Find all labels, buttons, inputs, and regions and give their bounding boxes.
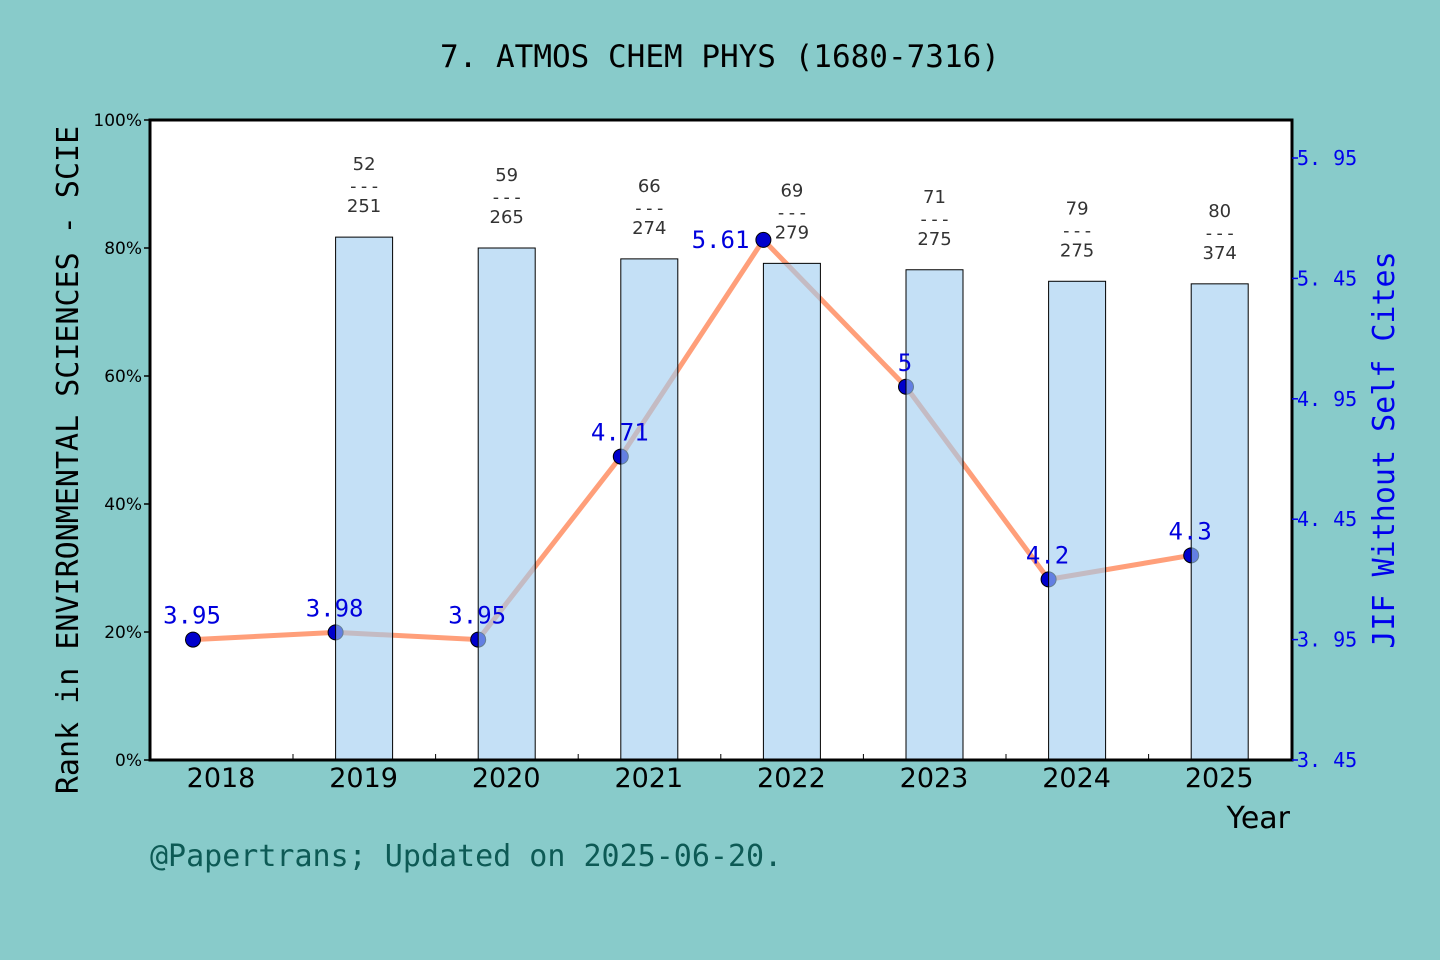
rank-divider: --- bbox=[1203, 223, 1236, 244]
jif-point bbox=[755, 231, 772, 248]
rank-divider: --- bbox=[776, 202, 809, 223]
x-tick-label: 2023 bbox=[900, 763, 969, 794]
rank-bar bbox=[1190, 283, 1249, 761]
x-axis-label: Year bbox=[1225, 801, 1290, 836]
right-tick-label: 4. 45 bbox=[1297, 507, 1357, 531]
left-tick-label: 20% bbox=[104, 623, 142, 643]
rank-divider: --- bbox=[490, 187, 523, 208]
plot-area bbox=[150, 120, 1292, 760]
left-tick-label: 60% bbox=[104, 367, 142, 387]
rank-numerator: 79 bbox=[1066, 198, 1089, 219]
left-tick-label: 0% bbox=[115, 751, 142, 771]
right-tick-label: 5. 95 bbox=[1297, 146, 1357, 170]
jif-value-label: 4.3 bbox=[1169, 517, 1212, 545]
rank-numerator: 66 bbox=[638, 176, 661, 197]
rank-numerator: 59 bbox=[495, 165, 518, 186]
rank-bar bbox=[620, 258, 679, 761]
chart-title: 7. ATMOS CHEM PHYS (1680-7316) bbox=[440, 39, 1000, 75]
jif-value-label: 3.95 bbox=[163, 602, 221, 630]
left-tick-label: 40% bbox=[104, 495, 142, 515]
rank-denominator: 275 bbox=[917, 229, 951, 250]
rank-denominator: 265 bbox=[490, 207, 524, 228]
y-axis-left-label: Rank in ENVIRONMENTAL SCIENCES - SCIE bbox=[51, 126, 86, 794]
jif-value-label: 3.98 bbox=[306, 594, 364, 622]
rank-bar bbox=[905, 269, 964, 761]
rank-numerator: 71 bbox=[923, 187, 946, 208]
rank-numerator: 52 bbox=[353, 154, 376, 175]
rank-divider: --- bbox=[348, 176, 381, 197]
rank-bar bbox=[335, 236, 394, 761]
jif-value-label: 4.2 bbox=[1026, 541, 1069, 569]
rank-denominator: 279 bbox=[775, 222, 809, 243]
y-axis-right-label: JIF Without Self Cites bbox=[1367, 251, 1402, 648]
x-tick-label: 2018 bbox=[187, 763, 256, 794]
right-tick-label: 3. 95 bbox=[1297, 628, 1357, 652]
rank-numerator: 80 bbox=[1208, 201, 1231, 222]
left-tick-label: 100% bbox=[93, 111, 142, 131]
rank-denominator: 275 bbox=[1060, 240, 1094, 261]
x-tick-label: 2022 bbox=[757, 763, 826, 794]
rank-divider: --- bbox=[918, 209, 951, 230]
jif-value-label: 5.61 bbox=[692, 226, 750, 254]
jif-value-label: 4.71 bbox=[591, 419, 649, 447]
rank-bar bbox=[762, 262, 821, 761]
rank-numerator: 69 bbox=[780, 180, 803, 201]
x-tick-label: 2025 bbox=[1185, 763, 1254, 794]
left-tick-label: 80% bbox=[104, 239, 142, 259]
rank-denominator: 274 bbox=[632, 218, 666, 239]
rank-bar bbox=[477, 247, 536, 761]
footer-credit: @Papertrans; Updated on 2025-06-20. bbox=[150, 839, 782, 874]
rank-denominator: 374 bbox=[1203, 243, 1237, 264]
jif-value-label: 3.95 bbox=[448, 602, 506, 630]
x-tick-label: 2021 bbox=[614, 763, 683, 794]
right-tick-label: 3. 45 bbox=[1297, 748, 1357, 772]
rank-denominator: 251 bbox=[347, 196, 381, 217]
x-tick-label: 2019 bbox=[329, 763, 398, 794]
x-tick-label: 2024 bbox=[1042, 763, 1111, 794]
jif-point bbox=[185, 631, 201, 648]
x-tick-label: 2020 bbox=[472, 763, 541, 794]
right-tick-label: 4. 95 bbox=[1297, 387, 1357, 411]
rank-bar bbox=[1048, 280, 1107, 761]
jif-value-label: 5 bbox=[898, 349, 912, 377]
right-tick-label: 5. 45 bbox=[1297, 266, 1357, 290]
rank-divider: --- bbox=[633, 198, 666, 219]
rank-divider: --- bbox=[1061, 220, 1094, 241]
